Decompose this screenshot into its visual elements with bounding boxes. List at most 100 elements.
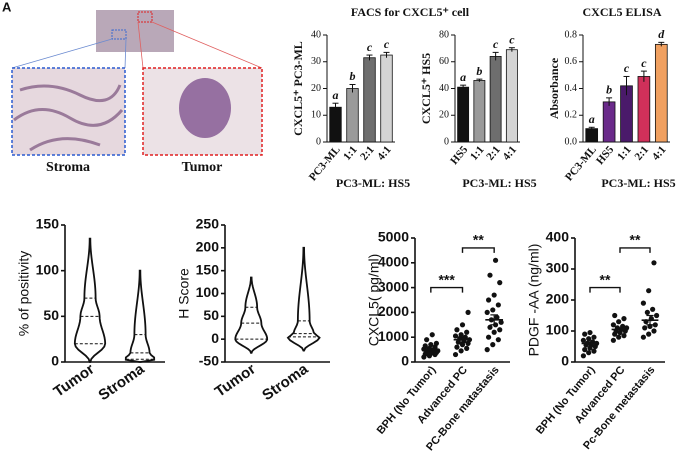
y-tick-label: 0: [316, 136, 321, 147]
x-tick-label: 4:1: [500, 144, 519, 163]
y-tick-label: 1000: [378, 328, 409, 344]
data-point: [495, 337, 501, 343]
data-point: [616, 319, 622, 325]
tumor-cluster: [179, 78, 231, 138]
y-tick-label: 400: [546, 229, 570, 245]
y-tick-label: 100: [546, 322, 570, 338]
bar: [346, 88, 359, 143]
y-tick-label: 100: [36, 261, 60, 277]
significance-letter: c: [641, 56, 647, 70]
data-point: [610, 322, 617, 328]
data-point: [433, 340, 440, 346]
data-point: [591, 334, 597, 340]
x-tick-label: BPH (No Tumor): [375, 364, 439, 437]
x-tick-label: 2:1: [633, 144, 652, 163]
significance-letter: c: [509, 32, 515, 46]
significance-letter: a: [333, 88, 339, 102]
data-point: [651, 260, 657, 266]
y-tick-label: 250: [196, 216, 220, 232]
data-point: [652, 322, 658, 328]
zoom-line: [124, 38, 127, 69]
data-point: [484, 347, 490, 353]
y-tick-label: 150: [196, 261, 220, 277]
data-point: [580, 337, 587, 343]
y-tick-label: 80: [439, 29, 449, 40]
y-tick-label: 20: [439, 110, 449, 121]
bar: [457, 86, 470, 143]
bar: [380, 54, 393, 143]
data-point: [428, 342, 434, 348]
x-tick-label: 4:1: [375, 144, 394, 163]
significance-letter: a: [589, 112, 595, 126]
data-point: [621, 316, 627, 322]
tumor-inset-box: [137, 11, 153, 23]
data-point: [491, 292, 497, 298]
x-tick-label: Stroma: [259, 360, 312, 404]
data-point: [487, 272, 493, 278]
significance-label: **: [473, 232, 484, 248]
data-point: [495, 302, 501, 308]
bar: [329, 106, 342, 143]
significance-letter: b: [476, 64, 482, 78]
significance-letter: b: [606, 83, 612, 97]
y-tick-label: 2000: [378, 303, 409, 319]
y-axis-label: CXCL5⁺ HS5: [419, 53, 433, 124]
violin-body: [286, 246, 321, 352]
data-point: [429, 332, 435, 338]
data-point: [454, 344, 460, 350]
y-tick-label: 200: [196, 239, 220, 255]
bar: [363, 57, 376, 143]
data-point: [485, 297, 492, 303]
x-tick-label: Stroma: [95, 360, 148, 404]
data-point: [586, 350, 592, 356]
data-point: [464, 345, 470, 351]
x-tick-label: 1:1: [468, 144, 487, 163]
chart-title: FACS for CXCL5⁺ cell: [351, 5, 470, 19]
significance-bracket: [619, 247, 651, 253]
bar: [489, 56, 502, 143]
x-tick-label: PC3-ML: [563, 144, 599, 184]
y-tick-label: 0: [561, 353, 569, 369]
significance-letter: c: [367, 40, 373, 54]
y-tick-label: 60: [439, 56, 449, 67]
zoom-line: [151, 21, 263, 69]
x-axis-label: PC3-ML: HS5: [462, 176, 536, 190]
bar: [585, 128, 599, 143]
y-axis-label: CXCL5( pg/ml): [366, 254, 382, 347]
data-point: [452, 351, 459, 358]
violin-body: [234, 276, 269, 354]
data-point: [640, 300, 647, 306]
y-tick-label: 0: [401, 353, 409, 369]
y-tick-label: 3000: [378, 278, 409, 294]
significance-bracket: [461, 247, 495, 253]
chart-title: CXCL5 ELISA: [582, 5, 661, 19]
zoom-line: [11, 38, 113, 69]
significance-bracket: [430, 286, 464, 293]
y-tick-label: 40: [439, 83, 449, 94]
bar: [602, 101, 616, 143]
overview-image: [96, 10, 174, 52]
data-point: [582, 347, 588, 353]
significance-bracket: [589, 286, 621, 293]
y-tick-label: 0.6: [565, 56, 578, 67]
violin-body: [73, 237, 107, 363]
y-tick-label: 50: [43, 307, 59, 323]
y-axis-label: PDGF -AA (ng/ml): [526, 244, 542, 357]
significance-letter: b: [350, 69, 356, 83]
y-axis-label: CXCL5⁺ PC3-ML: [291, 41, 305, 136]
y-tick-label: 300: [546, 260, 570, 276]
data-point: [452, 333, 459, 339]
y-tick-label: 0.0: [565, 136, 578, 147]
micrograph-panel: Stroma Tumor: [11, 10, 263, 175]
y-tick-label: 100: [196, 284, 220, 300]
y-axis-label: % of positivity: [16, 251, 32, 337]
significance-letter: c: [624, 61, 630, 75]
significance-letter: d: [658, 27, 665, 41]
data-point: [487, 324, 493, 330]
data-point: [458, 348, 464, 354]
data-point: [485, 334, 492, 340]
x-tick-label: 2:1: [484, 144, 503, 163]
data-point: [646, 288, 652, 294]
y-tick-label: 5000: [378, 229, 409, 245]
